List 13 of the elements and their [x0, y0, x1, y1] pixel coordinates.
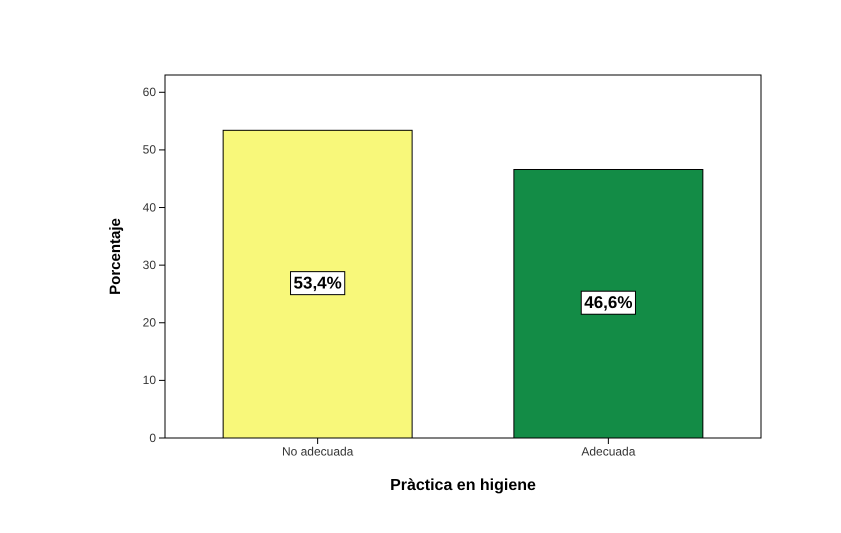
- y-axis-title: Porcentaje: [107, 218, 124, 295]
- y-tick-label: 40: [142, 200, 156, 214]
- data-label: 53,4%: [294, 274, 342, 293]
- y-tick-label: 20: [142, 316, 156, 330]
- y-tick-label: 30: [142, 258, 156, 272]
- y-tick-label: 0: [149, 430, 156, 445]
- x-axis-title: Pràctica en higiene: [390, 477, 536, 494]
- data-label: 46,6%: [584, 293, 632, 312]
- x-tick-label: No adecuada: [282, 444, 354, 459]
- y-tick-label: 50: [142, 142, 156, 157]
- y-tick-label: 10: [142, 373, 156, 388]
- x-tick-label: Adecuada: [581, 444, 636, 459]
- y-tick-label: 60: [142, 85, 156, 100]
